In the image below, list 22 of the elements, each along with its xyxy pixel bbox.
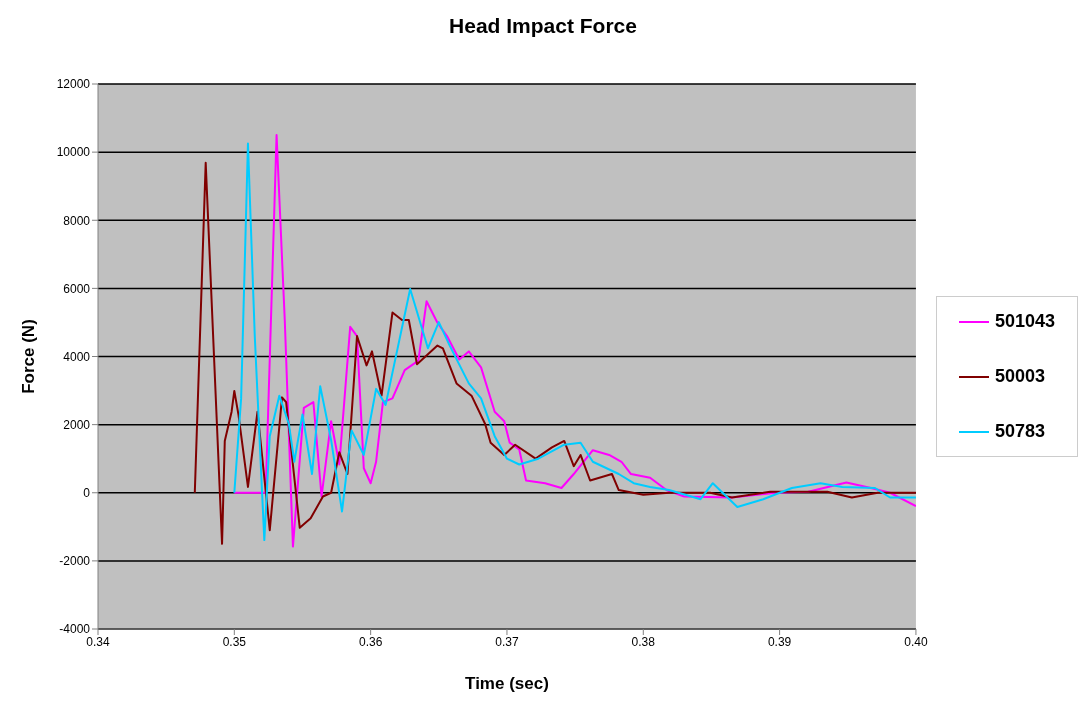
y-tick-label: 0	[83, 486, 91, 501]
y-tick-label: 4000	[63, 349, 91, 364]
x-tick-label: 0.36	[358, 634, 383, 649]
x-tick-label: 0.38	[631, 634, 656, 649]
y-tick-label: 6000	[63, 281, 91, 296]
y-tick-label: -4000	[59, 622, 91, 637]
x-tick-label: 0.37	[495, 634, 519, 649]
y-tick-label: 2000	[63, 417, 91, 432]
x-tick-label: 0.39	[767, 634, 792, 649]
x-axis-title: Time (sec)	[465, 674, 549, 693]
y-tick-label: 12000	[56, 77, 91, 92]
legend-label: 50003	[994, 366, 1045, 387]
chart-title: Head Impact Force	[448, 13, 638, 39]
x-tick-label: 0.40	[904, 634, 928, 649]
x-tick-label: 0.35	[222, 634, 247, 649]
y-tick-label: 10000	[56, 145, 91, 160]
y-tick-label: -2000	[59, 554, 91, 569]
legend-label: 501043	[994, 311, 1055, 332]
y-tick-label: 8000	[63, 213, 91, 228]
x-tick-label: 0.34	[86, 634, 110, 649]
y-axis-title: Force (N)	[19, 319, 39, 394]
legend-label: 50783	[994, 421, 1045, 442]
